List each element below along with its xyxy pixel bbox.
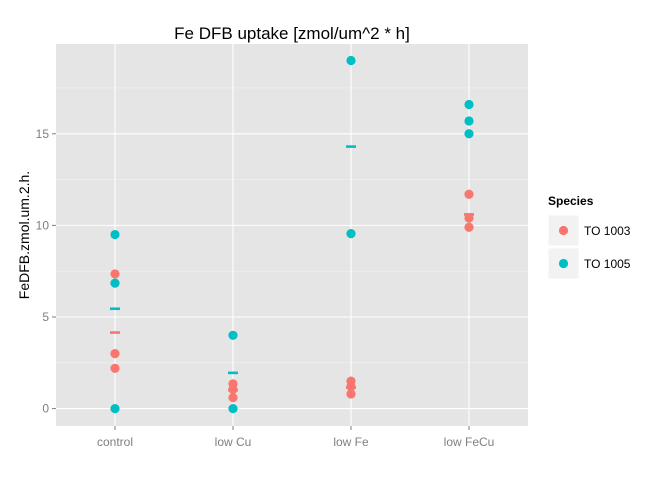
x-tick-label: low FeCu — [444, 435, 495, 449]
data-point — [464, 129, 474, 139]
data-point — [228, 384, 238, 394]
legend: Species TO 1003 TO 1005 — [547, 194, 631, 280]
legend-label: TO 1005 — [584, 257, 631, 271]
chart-title: Fe DFB uptake [zmol/um^2 * h] — [174, 24, 410, 43]
data-point — [110, 349, 120, 359]
data-point — [346, 229, 356, 239]
data-point — [464, 99, 474, 110]
data-point — [110, 269, 120, 279]
y-tick-label: 5 — [42, 310, 49, 324]
data-point — [464, 222, 474, 232]
data-point — [464, 189, 474, 199]
y-tick-label: 10 — [36, 218, 50, 232]
data-point — [464, 213, 474, 223]
legend-items: TO 1003 TO 1005 — [547, 214, 631, 280]
x-tick-label: low Cu — [215, 435, 252, 449]
data-points — [110, 55, 474, 414]
data-point — [110, 403, 120, 414]
y-axis-title: FeDFB.zmol.um.2.h. — [16, 171, 32, 299]
y-tick-label: 15 — [36, 127, 50, 141]
data-point — [228, 403, 238, 414]
x-axis-ticks: control low Cu low Fe low FeCu — [97, 426, 494, 449]
data-point — [346, 382, 356, 392]
plot-panel — [56, 44, 528, 426]
data-point — [110, 278, 120, 288]
y-tick-label: 0 — [42, 402, 49, 416]
data-point — [346, 389, 356, 399]
data-point — [464, 116, 474, 126]
legend-symbol — [558, 258, 569, 269]
legend-label: TO 1003 — [584, 224, 631, 238]
legend-symbol — [558, 225, 569, 236]
data-point — [228, 393, 238, 403]
x-tick-label: control — [97, 435, 133, 449]
data-point — [110, 229, 120, 240]
data-point — [228, 330, 238, 340]
y-axis-ticks: 0 5 10 15 — [36, 127, 56, 416]
data-point — [110, 363, 120, 373]
x-tick-label: low Fe — [333, 435, 369, 449]
legend-title: Species — [548, 194, 594, 208]
data-point — [346, 55, 356, 66]
